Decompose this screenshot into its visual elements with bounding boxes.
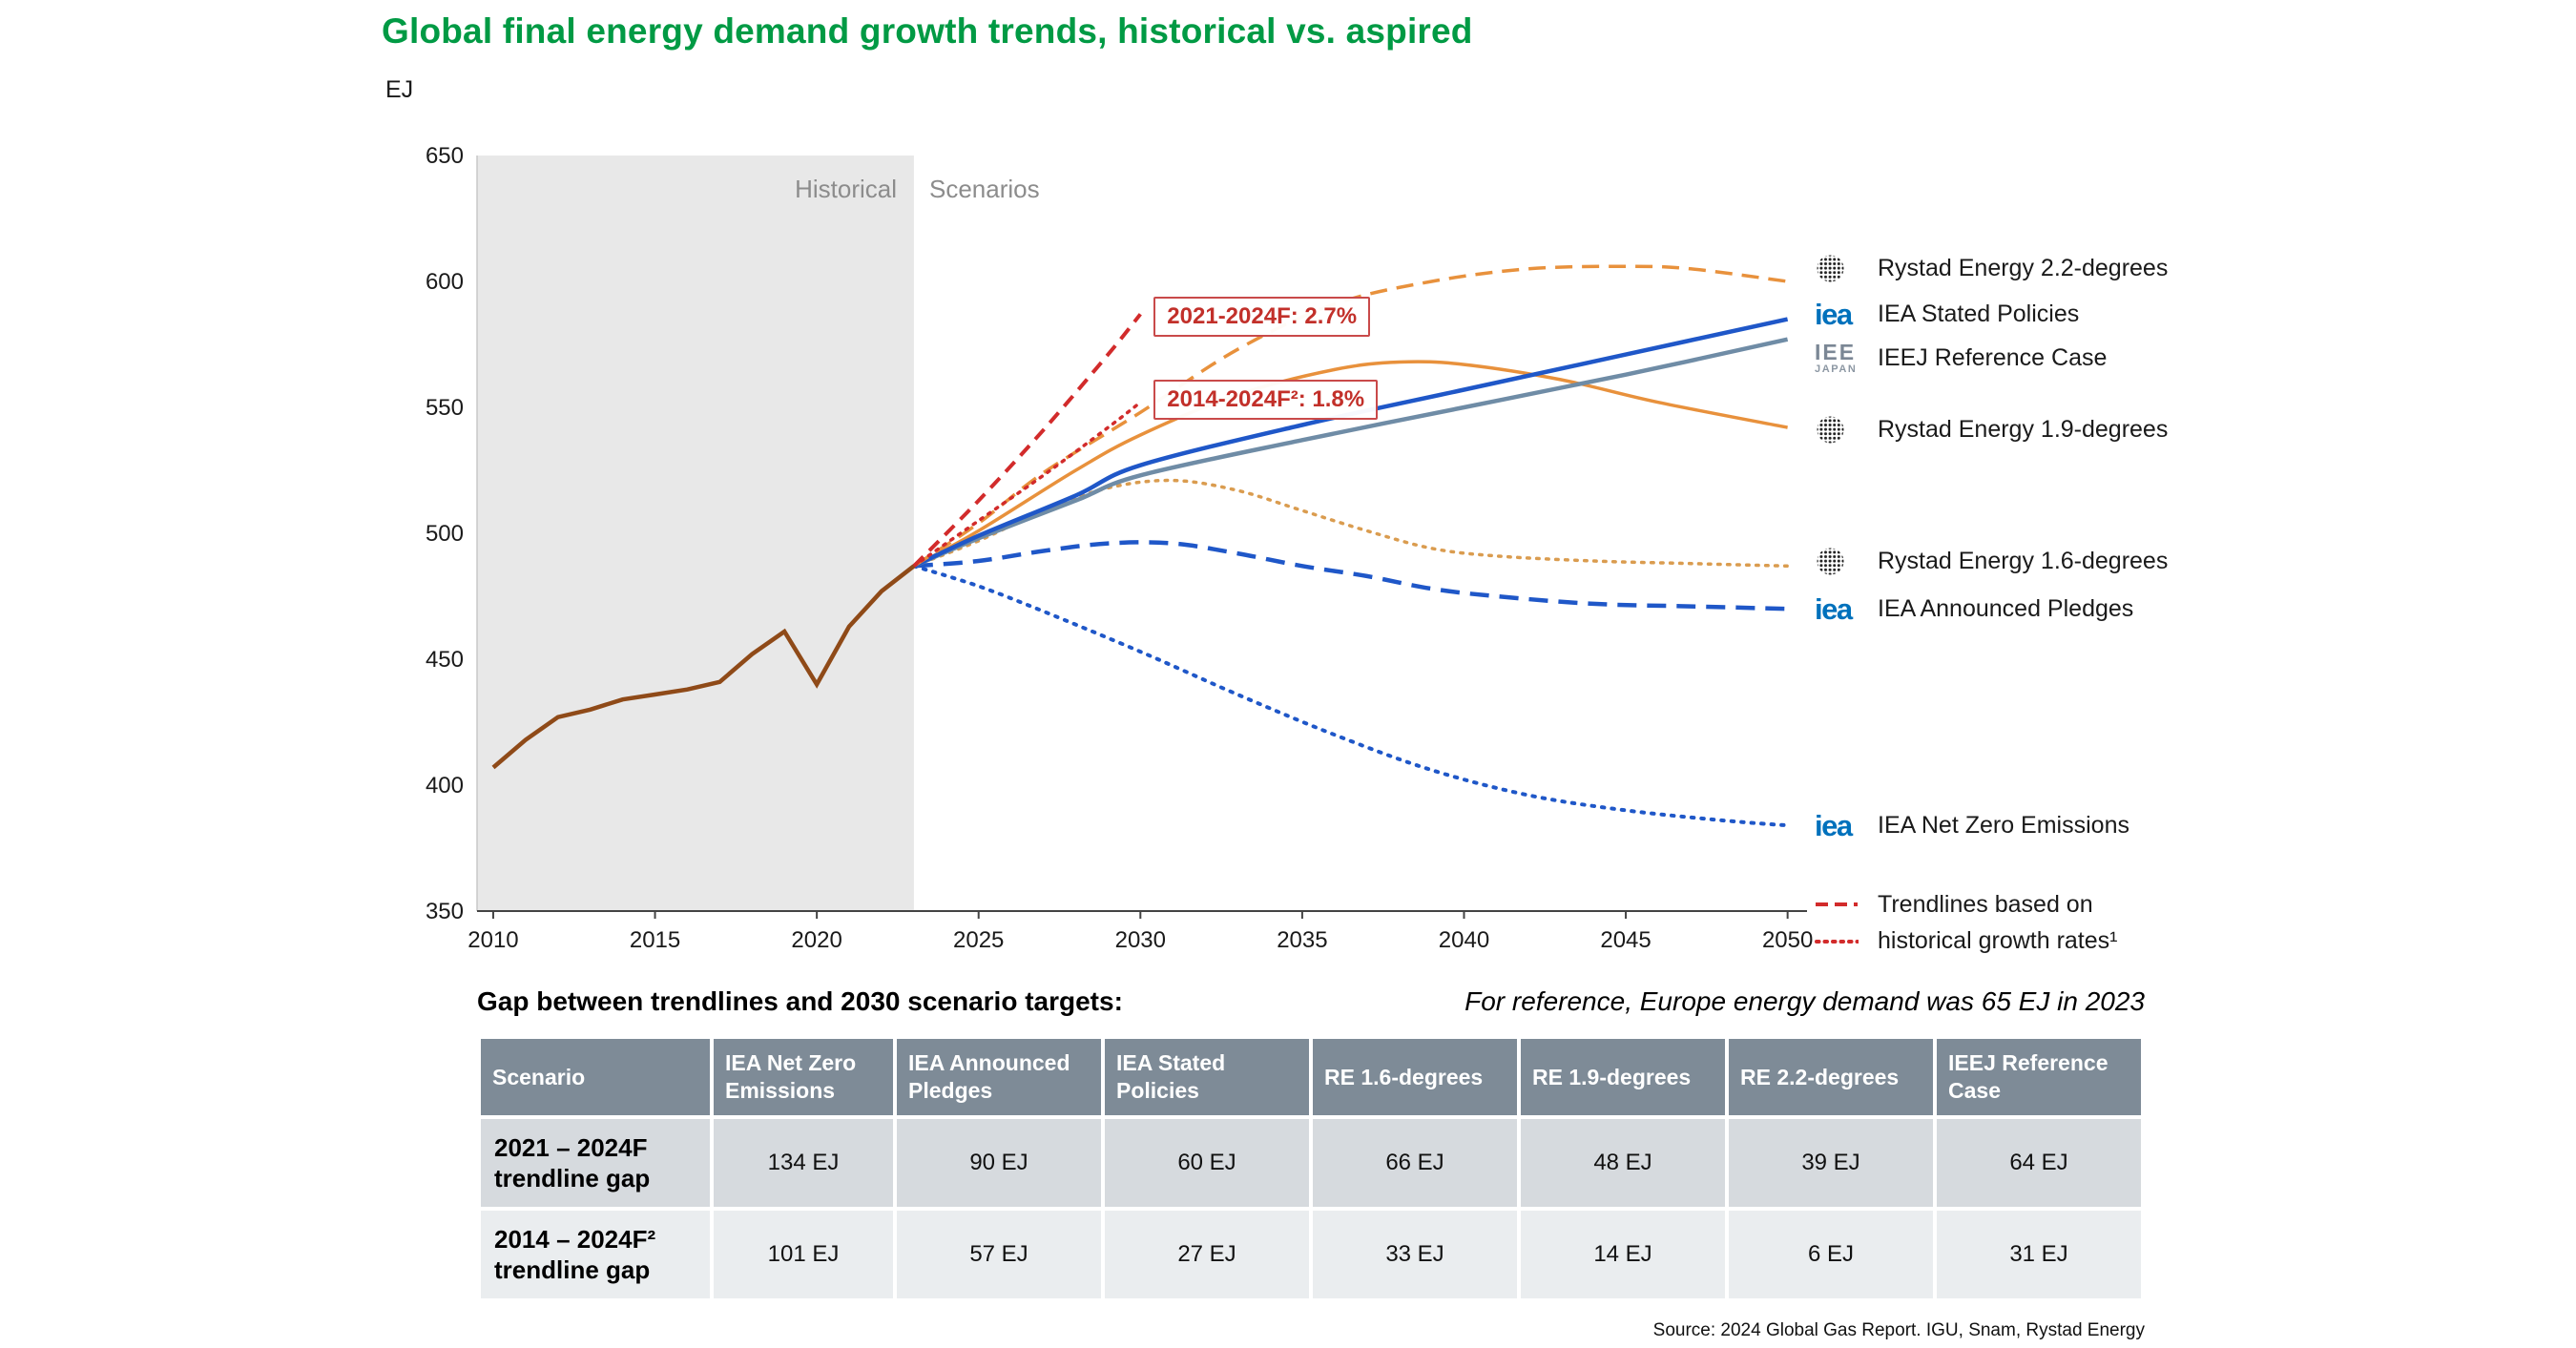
iea-logo: iea: [1815, 808, 1853, 842]
y-tick-label: 600: [426, 269, 464, 295]
x-tick-label: 2050: [1762, 927, 1813, 953]
legend-label: Trendlines based on: [1878, 890, 2093, 918]
column-header: Scenario: [481, 1039, 710, 1115]
legend-item-rystad-1-6: Rystad Energy 1.6-degrees: [1815, 540, 2168, 582]
gap-value-cell: 101 EJ: [714, 1211, 893, 1298]
ieej-logo: IEE JAPAN: [1815, 340, 1858, 376]
rystad-globe-icon: [1815, 546, 1878, 577]
gap-value-cell: 57 EJ: [897, 1211, 1101, 1298]
y-tick-label: 350: [426, 899, 464, 924]
legend-label: IEA Stated Policies: [1878, 300, 2080, 327]
gap-value-cell: 33 EJ: [1313, 1211, 1517, 1298]
page-title: Global final energy demand growth trends…: [382, 11, 1473, 51]
iea-logo: iea: [1815, 297, 1853, 331]
legend-label: historical growth rates¹: [1878, 927, 2118, 955]
series-rystad-1-9: [913, 360, 1788, 568]
legend-item-trendlines-line-1: Trendlines based on: [1815, 883, 2093, 925]
y-tick-label: 400: [426, 773, 464, 798]
y-tick-label: 650: [426, 143, 464, 169]
trendline-gap-table: Scenario IEA Net Zero Emissions IEA Announ…: [477, 1035, 2145, 1302]
gap-value-cell: 39 EJ: [1729, 1119, 1933, 1207]
rystad-globe-icon: [1815, 253, 1878, 284]
legend-item-trendlines-line-2: historical growth rates¹: [1815, 921, 2117, 963]
x-tick-label: 2040: [1439, 927, 1489, 953]
gap-value-cell: 48 EJ: [1521, 1119, 1725, 1207]
source-note: Source: 2024 Global Gas Report. IGU, Sna…: [1652, 1320, 2145, 1340]
scenarios-region-label: Scenarios: [929, 175, 1040, 203]
trendline-annotation-2: 2014-2024F²: 1.8%: [1153, 380, 1379, 421]
series-historical: [491, 564, 916, 770]
historical-region-label: Historical: [795, 175, 897, 203]
x-tick-label: 2025: [953, 927, 1004, 953]
legend-item-iea-announced-pledges: iea IEA Announced Pledges: [1815, 588, 2133, 630]
column-header: IEEJ Reference Case: [1937, 1039, 2141, 1115]
series-trendline-2-7: [912, 313, 1142, 568]
legend-label: Rystad Energy 2.2-degrees: [1878, 255, 2169, 282]
gap-value-cell: 14 EJ: [1521, 1211, 1725, 1298]
legend-label: IEA Announced Pledges: [1878, 594, 2134, 622]
rystad-globe-icon: [1815, 414, 1878, 446]
y-tick-label: 550: [426, 395, 464, 421]
gap-value-cell: 66 EJ: [1313, 1119, 1517, 1207]
x-tick-label: 2035: [1277, 927, 1327, 953]
series-trendline-1-8: [912, 400, 1143, 569]
series-iea-net-zero-emissions: [911, 564, 1790, 828]
gap-value-cell: 60 EJ: [1105, 1119, 1309, 1207]
column-header: IEA Stated Policies: [1105, 1039, 1309, 1115]
energy-demand-line-chart: 350 400 450 500 550 600 650 2010 2015 2020 2025 203…: [426, 143, 1813, 953]
gap-value-cell: 134 EJ: [714, 1119, 893, 1207]
x-tick-label: 2015: [630, 927, 680, 953]
table-row: 2014 – 2024F² trendline gap 101 EJ 57 EJ 27…: [481, 1211, 2141, 1298]
legend-item-iea-net-zero-emissions: iea IEA Net Zero Emissions: [1815, 804, 2129, 846]
column-header: RE 1.6-degrees: [1313, 1039, 1517, 1115]
gap-table-caption: Gap between trendlines and 2030 scenario…: [477, 986, 1123, 1016]
iea-logo: iea: [1815, 591, 1853, 626]
legend-item-rystad-2-2: Rystad Energy 2.2-degrees: [1815, 248, 2168, 290]
legend-label: Rystad Energy 1.9-degrees: [1878, 416, 2169, 444]
legend-item-ieej-reference-case: IEE JAPAN IEEJ Reference Case: [1815, 338, 2107, 380]
x-tick-label: 2045: [1600, 927, 1651, 953]
y-tick-label: 450: [426, 647, 464, 673]
gap-value-cell: 31 EJ: [1937, 1211, 2141, 1298]
legend-item-rystad-1-9: Rystad Energy 1.9-degrees: [1815, 409, 2168, 451]
series-ieej-reference-case: [913, 337, 1789, 569]
gap-value-cell: 90 EJ: [897, 1119, 1101, 1207]
series-iea-announced-pledges: [913, 540, 1788, 612]
x-tick-label: 2020: [791, 927, 841, 953]
series-iea-stated-policies: [912, 317, 1789, 569]
legend-label: IEEJ Reference Case: [1878, 344, 2108, 372]
row-label: 2014 – 2024F² trendline gap: [481, 1211, 710, 1298]
x-tick-label: 2030: [1115, 927, 1166, 953]
legend-label: Rystad Energy 1.6-degrees: [1878, 547, 2169, 574]
row-label: 2021 – 2024F trendline gap: [481, 1119, 710, 1207]
table-caption-row: Gap between trendlines and 2030 scenario…: [477, 986, 2145, 1017]
gap-value-cell: 6 EJ: [1729, 1211, 1933, 1298]
table-header-row: Scenario IEA Net Zero Emissions IEA Announ…: [481, 1039, 2141, 1115]
column-header: IEA Net Zero Emissions: [714, 1039, 893, 1115]
column-header: RE 2.2-degrees: [1729, 1039, 1933, 1115]
europe-reference-note: For reference, Europe energy demand was …: [1465, 986, 2145, 1016]
series-rystad-1-6: [912, 478, 1790, 569]
gap-value-cell: 64 EJ: [1937, 1119, 2141, 1207]
legend-item-iea-stated-policies: iea IEA Stated Policies: [1815, 293, 2079, 335]
legend-label: IEA Net Zero Emissions: [1878, 811, 2129, 839]
historical-shaded-region: [477, 156, 914, 911]
x-tick-label: 2010: [467, 927, 518, 953]
table-row: 2021 – 2024F trendline gap 134 EJ 90 EJ 60 …: [481, 1119, 2141, 1207]
column-header: RE 1.9-degrees: [1521, 1039, 1725, 1115]
y-tick-label: 500: [426, 521, 464, 547]
trendline-annotation-1: 2021-2024F: 2.7%: [1153, 296, 1371, 337]
column-header: IEA Announced Pledges: [897, 1039, 1101, 1115]
trendline-dashed-sample-icon: [1815, 900, 1878, 909]
trendline-dotted-sample-icon: [1815, 937, 1878, 946]
y-axis-unit-label: EJ: [385, 76, 414, 103]
gap-value-cell: 27 EJ: [1105, 1211, 1309, 1298]
